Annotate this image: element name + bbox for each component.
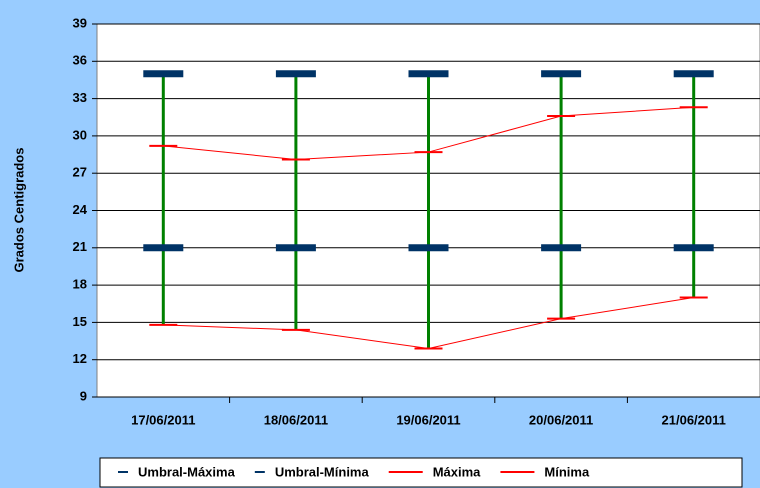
y-axis-label: Grados Centigrados [11, 148, 26, 273]
x-tick-label: 18/06/2011 [264, 412, 328, 427]
y-tick-label: 27 [73, 165, 87, 180]
y-tick-label: 12 [73, 351, 87, 366]
x-tick-label: 19/06/2011 [396, 412, 460, 427]
y-tick-label: 39 [73, 15, 87, 30]
y-tick-label: 15 [73, 314, 87, 329]
legend-label: Máxima [433, 464, 481, 479]
y-tick-label: 33 [73, 90, 87, 105]
y-tick-label: 36 [73, 53, 87, 68]
y-tick-label: 21 [73, 239, 87, 254]
x-tick-label: 17/06/2011 [131, 412, 195, 427]
y-tick-label: 9 [80, 388, 87, 403]
x-tick-label: 21/06/2011 [662, 412, 726, 427]
legend-label: Mínima [544, 464, 590, 479]
y-tick-label: 24 [73, 202, 88, 217]
y-tick-label: 30 [73, 127, 87, 142]
legend-label: Umbral-Mínima [275, 464, 370, 479]
x-tick-label: 20/06/2011 [529, 412, 593, 427]
legend-label: Umbral-Máxima [138, 464, 236, 479]
y-tick-label: 18 [73, 277, 87, 292]
